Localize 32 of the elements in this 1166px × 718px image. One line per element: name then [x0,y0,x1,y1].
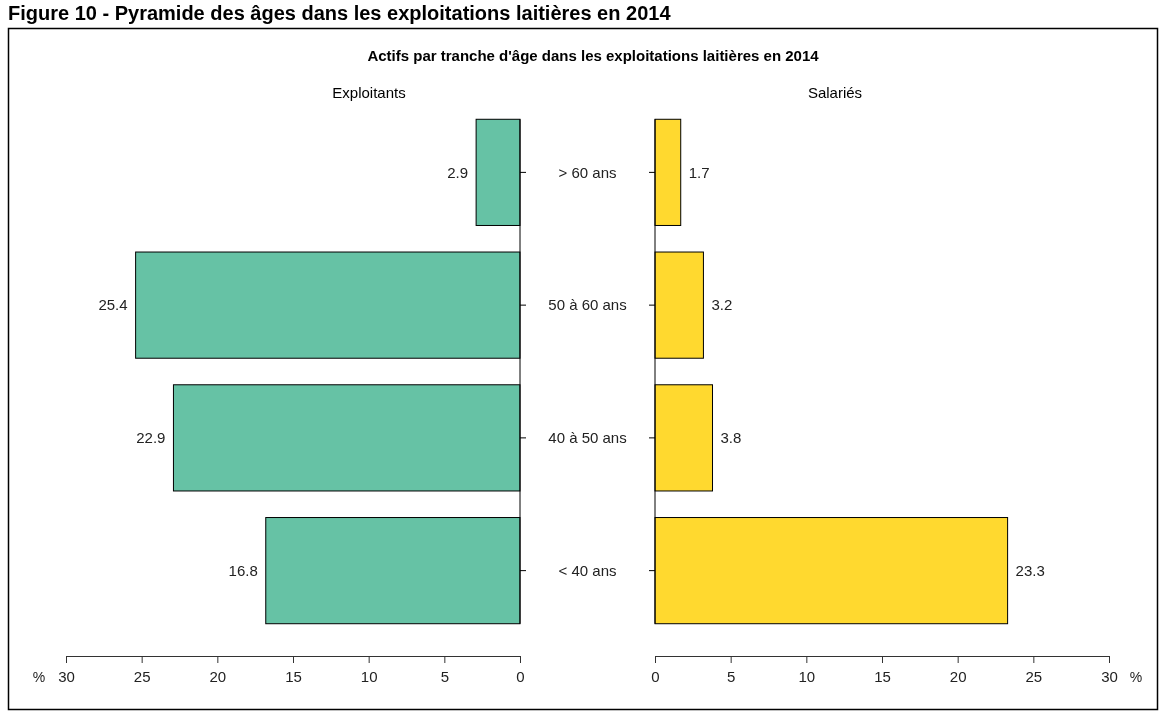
x-tick-label: 30 [58,667,75,685]
x-tick-label: 20 [949,667,967,685]
x-axis-title: % [1129,668,1143,685]
text: Figure 10 - Pyramide des âges dans les exploitations laitières en 2014 [8,2,672,24]
data-label: 25.4 [98,296,128,314]
y-tick-label: 50 à 60 ans [548,296,627,314]
x-tick-label: 0 [516,667,525,685]
x-tick-label: 10 [798,667,816,685]
x-tick-label: 25 [1025,667,1043,685]
data-label: 3.8 [720,429,742,447]
data-label: 1.7 [688,163,710,181]
chart-title: Salariés [807,84,863,101]
x-tick-label: 10 [360,667,378,685]
data-label: 2.9 [447,163,469,181]
x-tick-label: 25 [133,667,151,685]
data-label: 3.2 [711,296,733,314]
data-label: 23.3 [1015,561,1045,579]
x-tick-label: 30 [1101,667,1118,685]
x-tick-label: 5 [726,667,736,685]
x-tick-label: 15 [874,667,891,685]
data-label: 22.9 [136,429,166,447]
data-label: 16.8 [228,561,258,579]
y-tick-label: > 60 ans [558,163,617,181]
y-tick-label: 40 à 50 ans [548,429,627,447]
chart-title: Exploitants [332,84,406,101]
text: Actifs par tranche d'âge dans les exploitations laitières en 2014 [367,47,820,64]
x-tick-label: 5 [440,667,450,685]
x-tick-label: 0 [651,667,660,685]
y-tick-label: < 40 ans [558,561,617,579]
x-tick-label: 20 [209,667,227,685]
x-tick-label: 15 [285,667,302,685]
x-axis-title: % [32,668,46,685]
